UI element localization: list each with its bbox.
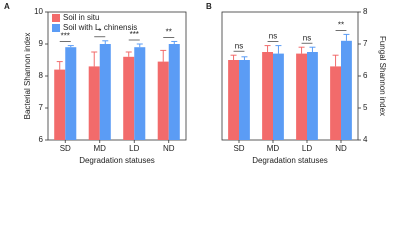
bar [262,52,273,140]
significance-label: ** [166,28,172,37]
bar [54,69,66,140]
bar [273,53,284,140]
legend-swatch [52,24,60,32]
bar [99,44,111,140]
significance-label: ns [235,41,243,50]
bar [88,66,100,140]
x-tick-label: MD [94,144,107,153]
x-tick-label: SD [60,144,71,153]
x-axis-label: Degradation statuses [252,156,328,165]
y-tick-label: 9 [39,39,44,48]
significance-label: * [98,27,101,36]
significance-label: *** [130,30,139,39]
x-tick-label: ND [335,144,347,153]
x-tick-label: ND [163,144,175,153]
panel-label: A [4,2,10,11]
bar [330,66,341,140]
x-tick-label: MD [267,144,280,153]
y-tick-label: 7 [363,39,368,48]
y-tick-label: 5 [363,103,368,112]
bar [123,56,135,140]
x-tick-label: LD [129,144,139,153]
x-axis-label: Degradation statuses [79,156,155,165]
y-tick-label: 7 [39,103,44,112]
y-axis-label: Bacterial Shannon index [23,33,32,120]
significance-label: *** [61,32,70,41]
significance-label: ns [269,32,277,41]
y-tick-label: 8 [363,7,368,16]
legend-label: Soil in situ [63,13,99,22]
bar [134,47,146,141]
legend-swatch [52,14,60,22]
y-tick-label: 10 [34,7,43,16]
y-tick-label: 6 [363,71,368,80]
y-tick-label: 6 [39,135,44,144]
x-tick-label: LD [302,144,312,153]
legend-label: Soil with L. chinensis [63,23,137,32]
bar [157,61,169,140]
y-tick-label: 4 [363,135,368,144]
bar [341,40,352,140]
bar [239,60,250,140]
significance-label: ** [338,21,344,30]
figure: A 6 7 8 9 10 Bacterial Shannon index Degradatio… [4,2,387,165]
bar [168,44,180,140]
bar [296,53,307,140]
significance-label: ns [303,33,311,42]
y-tick-label: 8 [39,71,44,80]
bar [307,52,318,140]
bar [228,60,239,140]
panel-label: B [206,2,212,11]
x-tick-label: SD [233,144,244,153]
y-axis-label: Fungal Shannon index [378,36,387,116]
bar [65,47,77,141]
